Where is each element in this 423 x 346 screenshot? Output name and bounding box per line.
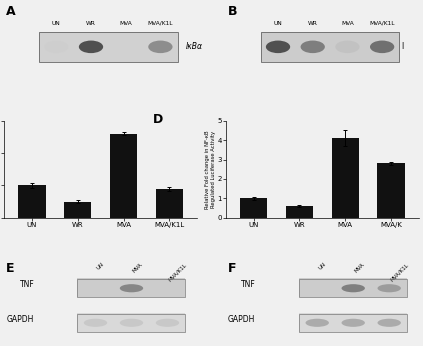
Text: B: B	[228, 5, 237, 18]
Text: MVA/K1L: MVA/K1L	[369, 21, 395, 26]
Text: E: E	[6, 262, 15, 275]
Ellipse shape	[335, 40, 360, 53]
Bar	[18, 185, 46, 218]
Text: TNF: TNF	[19, 281, 34, 290]
Bar	[286, 206, 313, 218]
Text: WR: WR	[308, 21, 318, 26]
Bar	[110, 134, 137, 218]
Text: GAPDH: GAPDH	[228, 315, 255, 324]
Ellipse shape	[266, 40, 290, 53]
Text: I: I	[401, 42, 404, 51]
Text: UN: UN	[96, 262, 105, 271]
Ellipse shape	[79, 40, 103, 53]
Text: UN: UN	[317, 262, 327, 271]
Ellipse shape	[113, 40, 138, 53]
Ellipse shape	[84, 319, 107, 327]
Text: MVA/K1L: MVA/K1L	[148, 21, 173, 26]
Bar	[299, 314, 407, 332]
Bar	[332, 138, 359, 218]
Bar	[64, 202, 91, 218]
Text: A: A	[6, 5, 16, 18]
Ellipse shape	[370, 40, 394, 53]
Ellipse shape	[120, 319, 143, 327]
Bar	[299, 279, 407, 297]
Text: IκBα: IκBα	[185, 42, 203, 51]
Ellipse shape	[305, 319, 329, 327]
Text: MVA: MVA	[341, 21, 354, 26]
Ellipse shape	[44, 40, 69, 53]
Text: MVA: MVA	[132, 262, 143, 274]
Ellipse shape	[341, 319, 365, 327]
Ellipse shape	[156, 319, 179, 327]
Bar	[377, 163, 405, 218]
Ellipse shape	[148, 40, 173, 53]
Ellipse shape	[301, 40, 325, 53]
Text: F: F	[228, 262, 236, 275]
Bar	[77, 314, 185, 332]
Y-axis label: Relative Fold change in NF-κB
Regulated Luciferase Activity: Relative Fold change in NF-κB Regulated …	[205, 130, 216, 209]
Bar	[39, 32, 178, 62]
Bar	[240, 199, 267, 218]
Bar	[261, 32, 399, 62]
Text: D: D	[153, 113, 163, 126]
Text: MVA: MVA	[353, 262, 365, 274]
Bar	[77, 279, 185, 297]
Text: MVA/K1L: MVA/K1L	[168, 262, 188, 282]
Text: MVA/K1L: MVA/K1L	[389, 262, 409, 282]
Text: GAPDH: GAPDH	[6, 315, 33, 324]
Text: TNF: TNF	[242, 281, 256, 290]
Text: WR: WR	[86, 21, 96, 26]
Bar	[156, 189, 183, 218]
Text: MVA: MVA	[119, 21, 132, 26]
Ellipse shape	[341, 284, 365, 292]
Ellipse shape	[377, 319, 401, 327]
Ellipse shape	[377, 284, 401, 292]
Text: UN: UN	[274, 21, 283, 26]
Ellipse shape	[120, 284, 143, 292]
Text: UN: UN	[52, 21, 60, 26]
